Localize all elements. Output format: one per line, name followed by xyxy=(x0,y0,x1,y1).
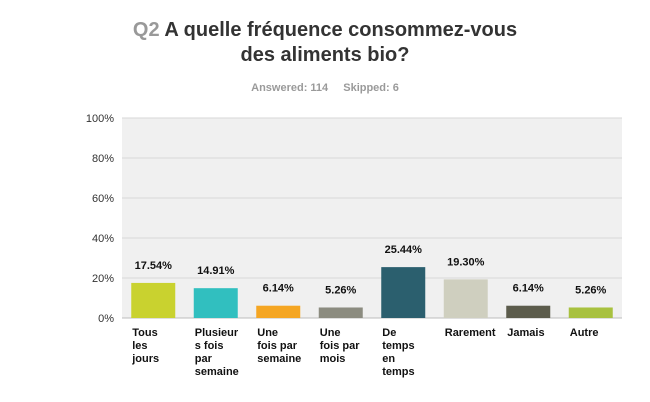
question-text-line-1: A quelle fréquence consommez-vous xyxy=(164,19,518,41)
answered-count: Answered: 114 xyxy=(251,82,329,94)
plot-area xyxy=(122,118,622,318)
bar xyxy=(131,282,176,318)
x-tick-label: Jamais xyxy=(507,327,544,339)
data-label: 14.91% xyxy=(197,265,235,277)
x-tick-label: Rarement xyxy=(445,327,496,339)
chart-title: Q2 A quelle fréquence consommez-vous des… xyxy=(0,18,650,68)
x-tick-label: Une fois par semaine xyxy=(257,327,301,365)
skipped-count: Skipped: 6 xyxy=(343,82,399,94)
x-tick-label-line: Rarement xyxy=(445,327,496,339)
x-tick-label-line: jours xyxy=(131,353,159,365)
x-tick-label-line: Une xyxy=(257,327,278,339)
data-label: 5.26% xyxy=(575,284,606,296)
data-label: 25.44% xyxy=(385,244,423,256)
y-tick-label: 60% xyxy=(92,193,114,205)
data-label: 19.30% xyxy=(447,256,485,268)
x-tick-label-line: temps xyxy=(382,340,414,352)
x-tick-label-line: temps xyxy=(382,366,414,378)
x-tick-label-line: s fois xyxy=(195,340,224,352)
data-label: 17.54% xyxy=(135,260,173,272)
x-tick-label-line: en xyxy=(382,353,395,365)
y-tick-label: 80% xyxy=(92,153,114,165)
data-label: 6.14% xyxy=(263,283,294,295)
bar xyxy=(506,305,551,318)
data-label: 5.26% xyxy=(325,284,356,296)
data-label: 6.14% xyxy=(513,283,544,295)
x-tick-label-line: Une xyxy=(320,327,341,339)
x-tick-label-line: semaine xyxy=(257,353,301,365)
bar xyxy=(193,288,238,318)
x-tick-label-line: Tous xyxy=(132,327,157,339)
x-tick-label: Autre xyxy=(570,327,599,339)
x-tick-label-line: fois par xyxy=(320,340,360,352)
x-tick-label-line: Plusieur xyxy=(195,327,239,339)
x-tick-label-line: Jamais xyxy=(507,327,544,339)
y-tick-label: 40% xyxy=(92,233,114,245)
bar xyxy=(443,279,488,318)
y-tick-label: 20% xyxy=(92,273,114,285)
x-tick-label-line: De xyxy=(382,327,396,339)
question-text-line-2: des aliments bio? xyxy=(240,44,410,66)
y-tick-label: 0% xyxy=(98,313,114,325)
x-tick-label-line: semaine xyxy=(195,366,239,378)
question-number: Q2 xyxy=(132,19,160,41)
bar xyxy=(381,267,426,318)
y-tick-label: 100% xyxy=(86,113,114,125)
x-tick-label: Une fois par mois xyxy=(320,327,360,365)
bar xyxy=(568,307,613,318)
bar xyxy=(318,307,363,318)
response-stats: Answered: 114 Skipped: 6 xyxy=(0,82,650,94)
x-tick-label-line: les xyxy=(132,340,147,352)
x-tick-label-line: fois par xyxy=(257,340,297,352)
x-tick-label-line: Autre xyxy=(570,327,599,339)
bar xyxy=(256,305,301,318)
x-tick-label: Tous les jours xyxy=(131,327,159,365)
x-tick-label-line: mois xyxy=(320,353,346,365)
x-tick-label: De temps en temps xyxy=(382,327,414,378)
x-tick-label: Plusieur s fois par semaine xyxy=(195,327,239,378)
x-tick-label-line: par xyxy=(195,353,213,365)
